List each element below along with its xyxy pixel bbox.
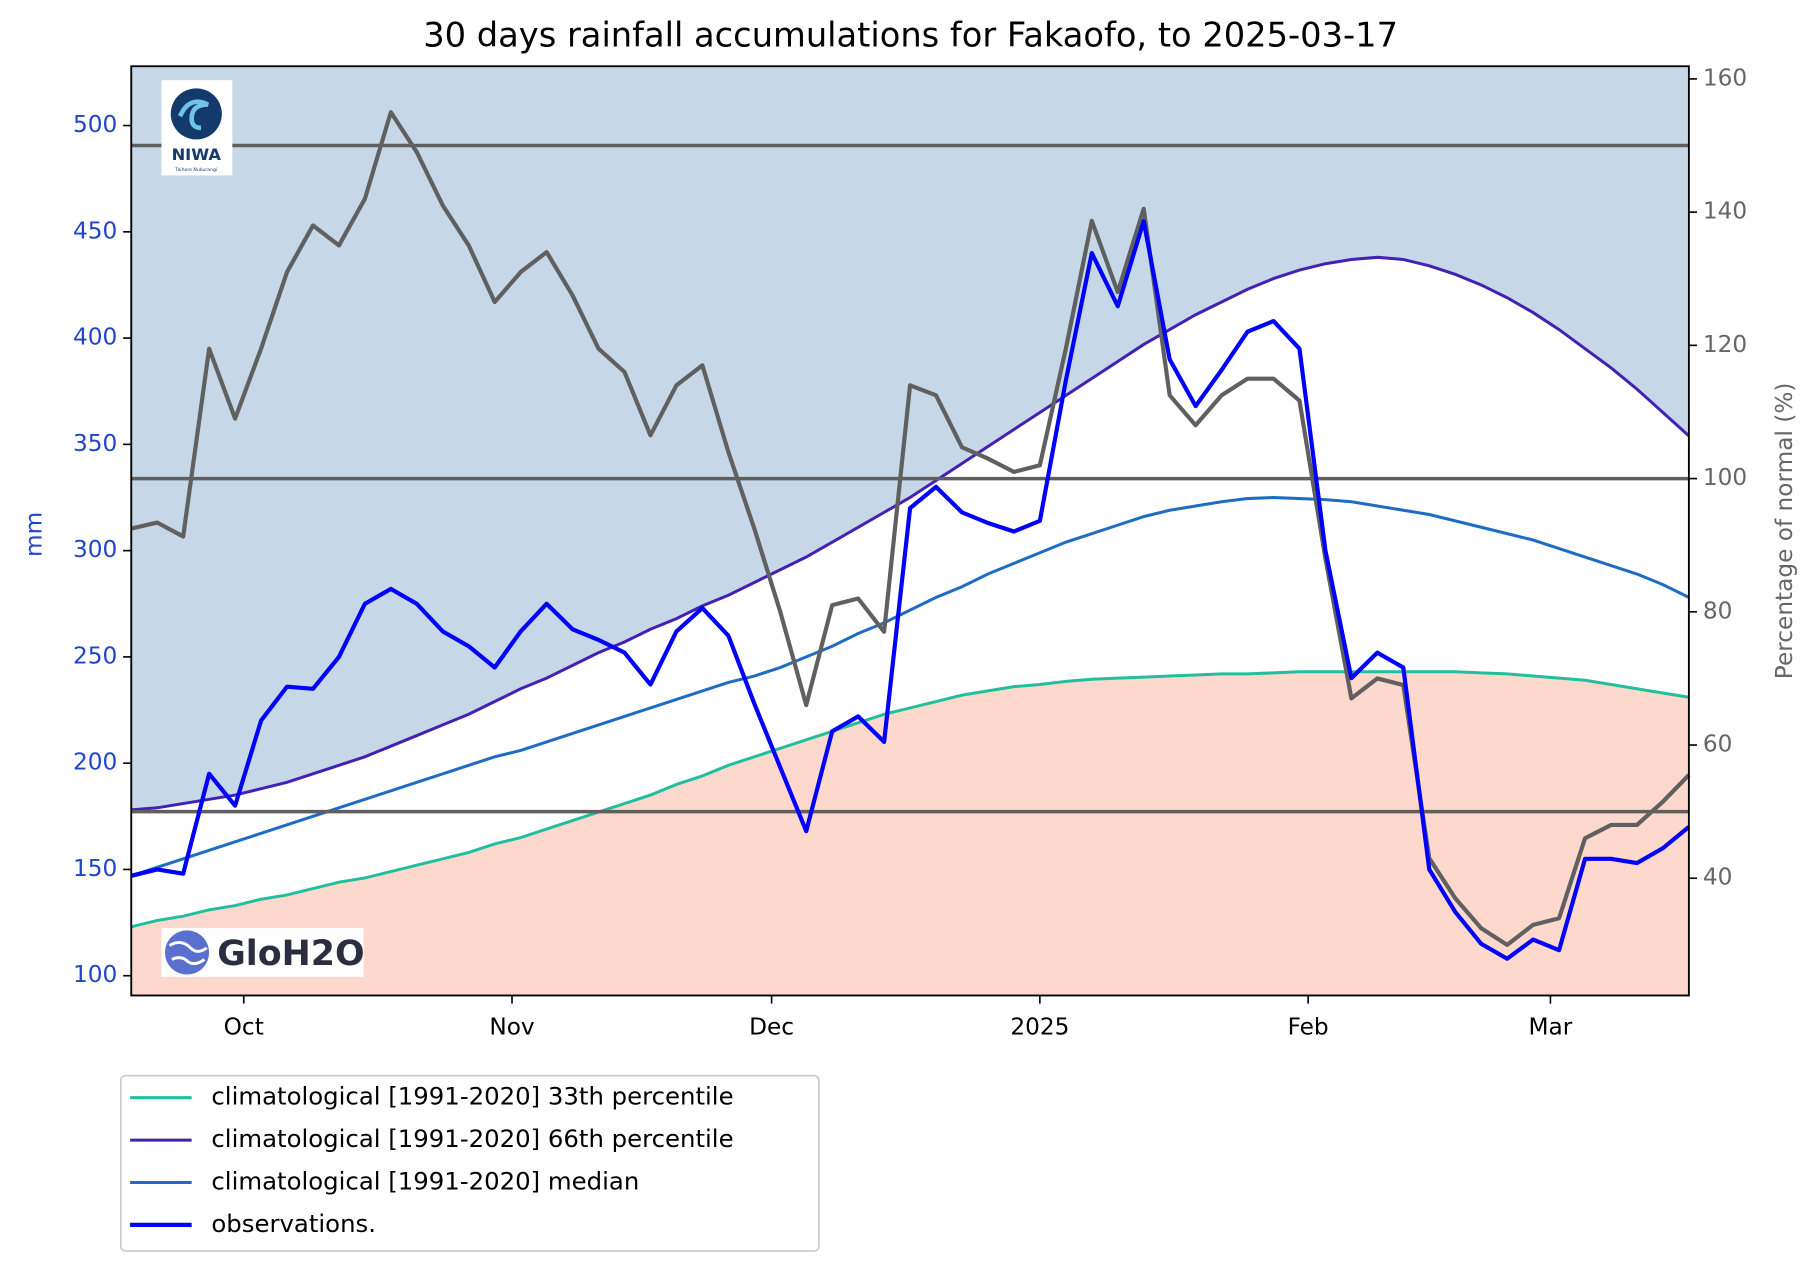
y-tick-label: 300 — [73, 536, 117, 563]
y-tick-label: 450 — [73, 217, 117, 244]
ticks: 100 150 200 250 300 350 400 450 500 40 60 80 100 120 1… — [73, 64, 1747, 1040]
y2-tick-label: 80 — [1703, 597, 1733, 624]
gloh2o-logo-icon — [164, 930, 210, 975]
logos: NIWA Taihoro Nukurangi GloH2O — [161, 80, 365, 977]
legend-box — [119, 1074, 820, 1252]
gloh2o-logo-text: GloH2O — [217, 934, 364, 974]
below-33rd-shading — [131, 671, 1689, 996]
climatology-line — [131, 255, 1690, 812]
niwa-logo-icon — [170, 88, 222, 140]
legend-label: climatological [1991-2020] 33th percenti… — [211, 1082, 733, 1111]
climatology-line — [130, 670, 1690, 929]
observation-line — [130, 219, 1691, 961]
y-tick-label: 150 — [73, 855, 117, 882]
legend: climatological [1991-2020] 33th percenti… — [130, 1082, 734, 1238]
y2-tick-label: 100 — [1703, 464, 1747, 491]
y2-tick-label: 40 — [1703, 864, 1733, 891]
x-tick-label: 2025 — [1010, 1014, 1069, 1041]
y-tick-label: 200 — [73, 749, 117, 776]
y-tick-label: 350 — [73, 430, 117, 457]
legend-label: climatological [1991-2020] 66th percenti… — [211, 1124, 733, 1153]
y2-tick-label: 60 — [1703, 731, 1733, 758]
y-tick-label: 250 — [73, 642, 117, 669]
y2-tick-label: 140 — [1703, 198, 1747, 225]
y2-tick-label: 120 — [1703, 331, 1747, 358]
y-tick-label: 100 — [73, 961, 117, 988]
above-66th-shading — [131, 66, 1689, 810]
marks — [130, 110, 1691, 961]
y2-tick-label: 160 — [1703, 64, 1747, 91]
plot-frame — [130, 65, 1690, 997]
niwa-logo-text: NIWA — [172, 145, 222, 164]
legend-label: observations. — [211, 1209, 376, 1238]
y-tick-label: 500 — [73, 111, 117, 138]
niwa-logo-subtitle: Taihoro Nukurangi — [174, 167, 217, 173]
y-tick-label: 400 — [73, 324, 117, 351]
shading — [131, 66, 1689, 996]
gloh2o-logo-waves — [168, 941, 208, 966]
legend-label: climatological [1991-2020] median — [211, 1166, 639, 1195]
climatology-line — [130, 495, 1690, 878]
x-tick-label: Feb — [1288, 1014, 1329, 1041]
y2-axis-label: Percentage of normal (%) — [1771, 383, 1798, 680]
x-tick-label: Mar — [1529, 1014, 1573, 1041]
chart-title: 30 days rainfall accumulations for Fakao… — [423, 16, 1398, 55]
x-tick-label: Dec — [749, 1014, 794, 1041]
x-tick-label: Oct — [224, 1014, 264, 1041]
x-tick-label: Nov — [489, 1014, 535, 1041]
niwa-logo-swirl — [177, 99, 209, 131]
y-axis-label: mm — [20, 512, 47, 557]
